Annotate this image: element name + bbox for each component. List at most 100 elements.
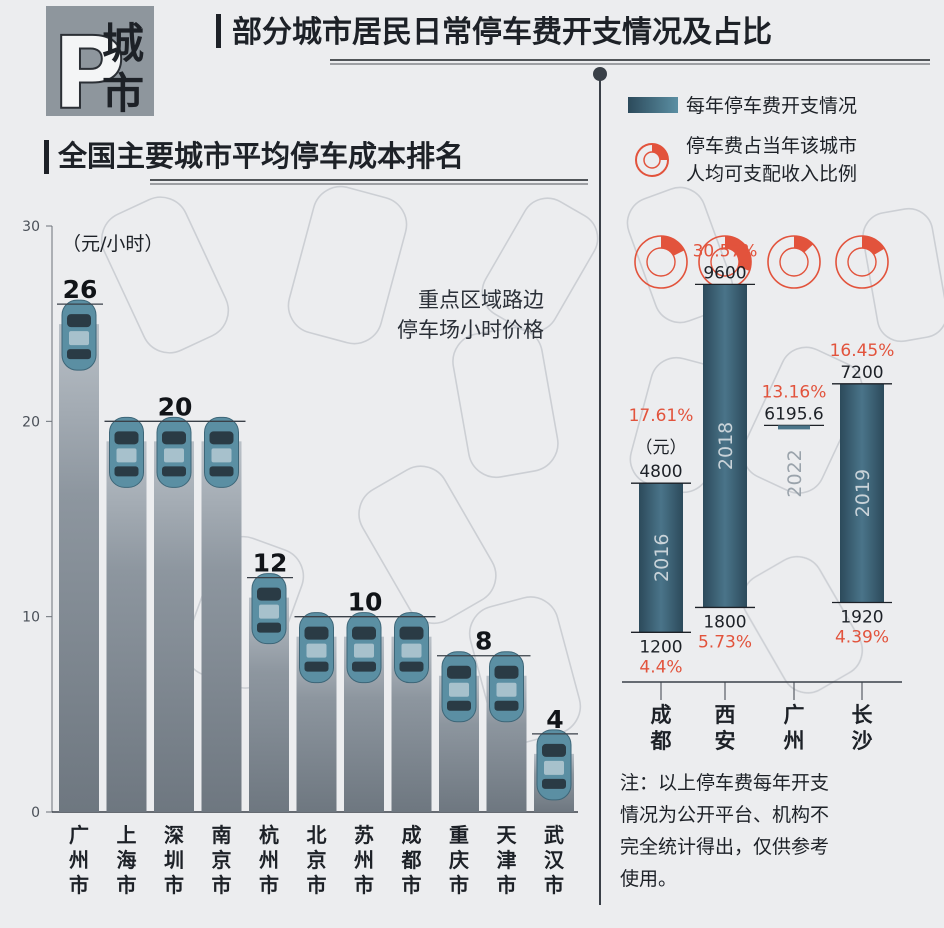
left-y-tick-label: 0	[31, 805, 40, 821]
ring-inner	[646, 247, 676, 277]
range-bar-body	[778, 425, 810, 430]
logo-char-1: 城	[102, 19, 144, 68]
low-value: 1200	[639, 637, 682, 657]
share-ring-0	[634, 235, 688, 289]
high-value: 9600	[703, 263, 746, 283]
left-y-tick-label: 10	[22, 610, 40, 626]
high-value: 6195.6	[764, 404, 823, 424]
value-label: 12	[253, 549, 288, 578]
left-column-10	[534, 729, 574, 812]
left-column-bar	[154, 441, 194, 812]
left-chart-title-block: 全国主要城市平均停车成本排名	[44, 139, 588, 185]
left-column-7	[391, 612, 432, 812]
category-label-7: 成都市	[401, 823, 422, 897]
left-column-1	[106, 416, 147, 812]
category-label-2: 深圳市	[164, 823, 184, 897]
left-column-bar	[59, 324, 99, 812]
left-column-8	[439, 651, 479, 812]
category-label-10: 武汉市	[544, 823, 565, 897]
legend-ring-swatch	[635, 143, 669, 177]
left-y-ticks: 0 10 20 30	[22, 219, 52, 821]
high-share: 16.45%	[830, 341, 895, 361]
logo-char-2: 市	[102, 69, 144, 118]
car-icon	[346, 612, 382, 684]
category-label-9: 天津市	[497, 823, 518, 897]
note-line-4: 使用。	[620, 868, 677, 890]
value-label: 8	[475, 627, 492, 656]
value-label: 10	[348, 588, 383, 617]
range-bar-2: 2022 6195.613.16%	[762, 382, 827, 497]
left-chart: （元/小时） 重点区域路边 停车场小时价格 0 10 20 30 26 20 12 10 8 4…	[22, 219, 578, 897]
left-column-bar	[201, 441, 242, 812]
note-line-2: 情况为公开平台、机构不	[620, 804, 829, 826]
left-title-marker	[44, 140, 49, 174]
ring-share-wedge	[794, 236, 814, 253]
legend-bar-label: 每年停车费开支情况	[686, 95, 857, 117]
left-chart-title: 全国主要城市平均停车成本排名	[57, 139, 464, 173]
right-category-label-0: 成都	[650, 703, 672, 753]
left-column-4	[249, 573, 289, 812]
high-share: 30.57%	[693, 241, 758, 261]
year-label: 2022	[784, 449, 806, 497]
high-value: 7200	[840, 363, 883, 383]
left-column-2	[154, 416, 194, 812]
note-line-1: 注：以上停车费每年开支	[620, 772, 829, 794]
year-label: 2016	[651, 534, 673, 582]
category-label-1: 上海市	[117, 823, 137, 897]
left-annotation-line2: 停车场小时价格	[397, 318, 544, 342]
car-icon	[394, 612, 429, 684]
year-label: 2019	[852, 469, 874, 517]
car-icon	[536, 729, 572, 801]
low-share: 4.4%	[639, 657, 682, 677]
car-icon	[489, 651, 524, 723]
left-column-5	[296, 612, 337, 812]
value-label: 4	[546, 705, 563, 734]
left-category-labels: 广州市 上海市 深圳市 南京市 杭州市 北京市 苏州市 成都市 重庆市 天津市 武汉市	[69, 823, 565, 897]
legend: 每年停车费开支情况 停车费占当年该城市 人均可支配收入比例	[628, 95, 857, 185]
logo-letter: P	[52, 15, 125, 132]
right-category-label-1: 西安	[715, 703, 736, 753]
header: 部分城市居民日常停车费开支情况及占比	[216, 14, 930, 65]
low-value: 1800	[703, 612, 746, 632]
high-share: 13.16%	[762, 382, 827, 402]
left-column-9	[486, 651, 527, 812]
logo: P 城 市	[46, 6, 154, 133]
page-title: 部分城市居民日常停车费开支情况及占比	[232, 15, 772, 50]
car-icon	[251, 573, 287, 645]
note-line-3: 完全统计得出，仅供参考	[620, 836, 829, 858]
ring-share-wedge	[661, 236, 685, 256]
value-label: 20	[158, 392, 193, 421]
left-columns	[59, 299, 574, 812]
category-label-8: 重庆市	[449, 823, 469, 897]
car-icon	[299, 612, 334, 684]
left-unit-label: （元/小时）	[62, 233, 163, 255]
right-share-rings	[634, 235, 889, 289]
left-column-3	[201, 416, 242, 812]
legend-ring-label-line1: 停车费占当年该城市	[686, 135, 857, 157]
left-column-6	[344, 612, 384, 812]
value-label: 26	[63, 275, 98, 304]
car-icon	[156, 416, 192, 488]
high-share: 17.61%	[629, 406, 694, 426]
left-y-tick-label: 30	[22, 219, 40, 235]
header-marker	[216, 14, 221, 48]
high-value: 4800	[639, 462, 682, 482]
low-share: 4.39%	[835, 627, 889, 647]
logo-backdrop	[46, 6, 154, 116]
car-icon	[61, 299, 97, 371]
left-value-labels: 26 20 12 10 8 4	[57, 275, 578, 735]
car-icon	[441, 651, 477, 723]
ring-share-wedge	[725, 236, 752, 271]
category-label-3: 南京市	[212, 823, 232, 897]
footnote: 注：以上停车费每年开支 情况为公开平台、机构不 完全统计得出，仅供参考 使用。	[620, 772, 829, 890]
range-bar-body	[639, 483, 683, 633]
low-share: 5.73%	[698, 632, 752, 652]
range-bar-body	[840, 383, 884, 603]
share-ring-3	[835, 235, 889, 289]
